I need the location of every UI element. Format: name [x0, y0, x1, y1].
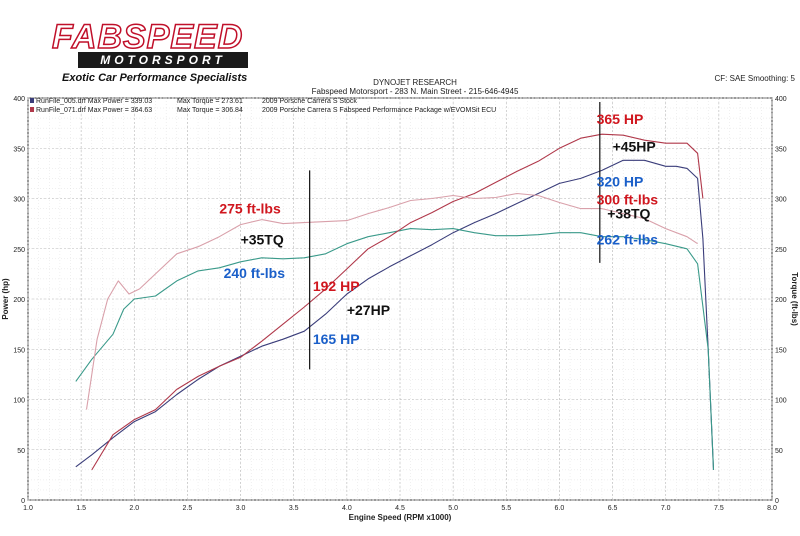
- chart-annotation: 240 ft-lbs: [224, 265, 286, 281]
- legend-torque: Max Torque = 273.61: [177, 98, 243, 105]
- x-tick-label: 3.5: [289, 505, 299, 512]
- x-tick-label: 6.5: [608, 505, 618, 512]
- chart-series: [75, 133, 715, 471]
- y-tick-label: 350: [13, 146, 25, 153]
- chart-annotation: +35TQ: [241, 232, 284, 248]
- x-tick-label: 7.5: [714, 505, 724, 512]
- x-tick-label: 1.5: [76, 505, 86, 512]
- y-tick-label: 200: [13, 297, 25, 304]
- chart-legend: RunFile_005.drf Max Power = 339.03 Max To…: [30, 98, 496, 114]
- x-tick-label: 8.0: [767, 505, 777, 512]
- legend-file: RunFile_071.drf Max Power = 364.63: [36, 107, 152, 114]
- series-line: [75, 159, 715, 470]
- x-tick-label: 5.0: [448, 505, 458, 512]
- chart-annotation: 365 HP: [597, 111, 644, 127]
- y2-tick-label: 100: [775, 398, 787, 405]
- header-address: Fabspeed Motorsport - 283 N. Main Street…: [311, 87, 519, 96]
- x-tick-label: 2.5: [183, 505, 193, 512]
- series-line: [85, 192, 698, 410]
- chart-annotation: 262 ft-lbs: [597, 232, 659, 248]
- y2-axis-label: Torque (ft-lbs): [790, 272, 799, 326]
- chart-annotations: 365 HP +45HP 320 HP 300 ft-lbs+38TQ 262 ft-l…: [219, 111, 658, 347]
- chart-annotation: 320 HP: [597, 173, 644, 189]
- y-tick-label: 50: [17, 448, 25, 455]
- y2-tick-label: 0: [775, 498, 779, 505]
- y2-tick-label: 300: [775, 197, 787, 204]
- y2-tick-label: 350: [775, 146, 787, 153]
- x-tick-label: 4.5: [395, 505, 405, 512]
- chart-annotation: 192 HP: [313, 278, 360, 294]
- legend-file: RunFile_005.drf Max Power = 339.03: [36, 98, 152, 105]
- x-tick-label: 4.0: [342, 505, 352, 512]
- logo-subtitle: MOTORSPORT: [78, 52, 248, 68]
- y2-tick-label: 250: [775, 247, 787, 254]
- chart-axes: 1.0 1.5 2.0 2.5 3.0 3.5 4.0 4.5 5.0 5.5 6.0 6.5 7.0 7…: [1, 96, 799, 522]
- x-tick-label: 6.0: [555, 505, 565, 512]
- y-tick-label: 100: [13, 398, 25, 405]
- y2-tick-label: 400: [775, 96, 787, 103]
- legend-swatch: [30, 107, 34, 112]
- y-tick-label: 150: [13, 347, 25, 354]
- fabspeed-logo: FABSPEED MOTORSPORT Exotic Car Performan…: [0, 0, 300, 95]
- chart-annotation: 275 ft-lbs: [219, 201, 281, 217]
- header-correction: CF: SAE Smoothing: 5: [714, 74, 795, 83]
- y2-tick-label: 50: [775, 448, 783, 455]
- legend-swatch: [30, 98, 34, 103]
- x-tick-label: 7.0: [661, 505, 671, 512]
- chart-markers: [309, 102, 601, 370]
- x-tick-label: 5.5: [501, 505, 511, 512]
- y-tick-label: 0: [21, 498, 25, 505]
- y-axis-label: Power (hp): [1, 278, 10, 320]
- x-axis-label: Engine Speed (RPM x1000): [349, 513, 452, 522]
- x-tick-label: 1.0: [23, 505, 33, 512]
- legend-torque: Max Torque = 306.84: [177, 107, 243, 114]
- legend-desc: 2009 Porsche Carrera S Fabspeed Performa…: [262, 107, 496, 114]
- legend-desc: 2009 Porsche Carrera S Stock: [262, 98, 357, 105]
- logo-brand: FABSPEED: [51, 17, 244, 57]
- series-line: [91, 133, 704, 471]
- chart-annotation: 165 HP: [313, 331, 360, 347]
- logo-tagline: Exotic Car Performance Specialists: [62, 72, 248, 84]
- chart-annotation: 300 ft-lbs: [597, 192, 659, 208]
- y2-tick-label: 150: [775, 347, 787, 354]
- y-tick-label: 250: [13, 247, 25, 254]
- y2-tick-label: 200: [775, 297, 787, 304]
- header-title: DYNOJET RESEARCH: [373, 78, 457, 87]
- series-line: [75, 228, 715, 470]
- x-tick-label: 3.0: [236, 505, 246, 512]
- chart-annotation: +45HP: [613, 138, 656, 154]
- x-tick-label: 2.0: [129, 505, 139, 512]
- chart-grid: [27, 97, 773, 501]
- y-tick-label: 300: [13, 197, 25, 204]
- chart-annotation: +38TQ: [607, 206, 650, 222]
- y-tick-label: 400: [13, 96, 25, 103]
- chart-annotation: +27HP: [347, 302, 390, 318]
